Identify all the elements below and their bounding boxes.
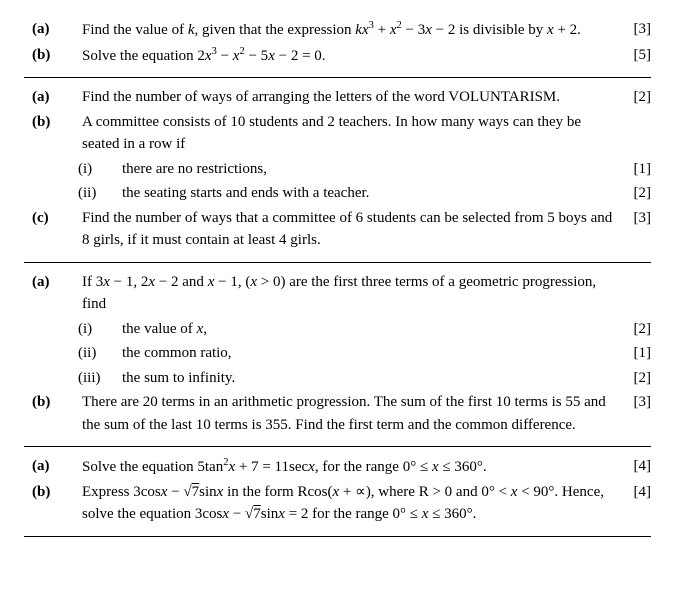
q3-part-a: (a) If 3x − 1, 2x − 2 and x − 1, (x > 0)… <box>24 271 651 316</box>
q3-a-sub-iii: (iii) the sum to infinity. [2] <box>74 367 651 390</box>
sub-text: the seating starts and ends with a teach… <box>122 182 617 205</box>
q2-b-sub-ii: (ii) the seating starts and ends with a … <box>74 182 651 205</box>
part-marks: [3] <box>617 207 651 230</box>
sub-label: (i) <box>74 158 122 181</box>
part-text: Solve the equation 2x3 − x2 − 5x − 2 = 0… <box>82 44 617 68</box>
question-1: (a) Find the value of k, given that the … <box>24 18 651 78</box>
question-4: (a) Solve the equation 5tan2x + 7 = 11se… <box>24 455 651 537</box>
part-label: (c) <box>24 207 82 230</box>
q2-part-c: (c) Find the number of ways that a commi… <box>24 207 651 252</box>
part-text: Express 3cosx − √7sinx in the form Rcos(… <box>82 481 617 526</box>
part-label: (a) <box>24 455 82 478</box>
part-label: (b) <box>24 391 82 414</box>
sub-text: the common ratio, <box>122 342 617 365</box>
q4-part-b: (b) Express 3cosx − √7sinx in the form R… <box>24 481 651 526</box>
sub-text: the value of x, <box>122 318 617 341</box>
sub-marks: [2] <box>617 367 651 390</box>
part-label: (a) <box>24 271 82 294</box>
q4-part-a: (a) Solve the equation 5tan2x + 7 = 11se… <box>24 455 651 479</box>
q3-part-b: (b) There are 20 terms in an arithmetic … <box>24 391 651 436</box>
part-marks: [2] <box>617 86 651 109</box>
sub-marks: [2] <box>617 318 651 341</box>
part-marks: [4] <box>617 481 651 504</box>
part-marks: [5] <box>617 44 651 67</box>
question-2: (a) Find the number of ways of arranging… <box>24 86 651 263</box>
part-label: (b) <box>24 44 82 67</box>
part-text: There are 20 terms in an arithmetic prog… <box>82 391 617 436</box>
part-label: (b) <box>24 481 82 504</box>
sub-marks: [1] <box>617 158 651 181</box>
sub-label: (ii) <box>74 342 122 365</box>
sub-text: there are no restrictions, <box>122 158 617 181</box>
sub-marks: [1] <box>617 342 651 365</box>
part-text: Solve the equation 5tan2x + 7 = 11secx, … <box>82 455 617 479</box>
sub-label: (iii) <box>74 367 122 390</box>
part-marks: [3] <box>617 391 651 414</box>
part-label: (b) <box>24 111 82 134</box>
q3-a-sub-i: (i) the value of x, [2] <box>74 318 651 341</box>
q1-part-b: (b) Solve the equation 2x3 − x2 − 5x − 2… <box>24 44 651 68</box>
q3-a-sub-ii: (ii) the common ratio, [1] <box>74 342 651 365</box>
sub-text: the sum to infinity. <box>122 367 617 390</box>
part-text: If 3x − 1, 2x − 2 and x − 1, (x > 0) are… <box>82 271 617 316</box>
part-text: Find the number of ways of arranging the… <box>82 86 617 109</box>
sub-label: (ii) <box>74 182 122 205</box>
q2-part-a: (a) Find the number of ways of arranging… <box>24 86 651 109</box>
part-text: Find the number of ways that a committee… <box>82 207 617 252</box>
part-label: (a) <box>24 18 82 41</box>
part-label: (a) <box>24 86 82 109</box>
q1-part-a: (a) Find the value of k, given that the … <box>24 18 651 42</box>
q2-b-sub-i: (i) there are no restrictions, [1] <box>74 158 651 181</box>
sub-marks: [2] <box>617 182 651 205</box>
part-text: Find the value of k, given that the expr… <box>82 18 617 42</box>
question-3: (a) If 3x − 1, 2x − 2 and x − 1, (x > 0)… <box>24 271 651 448</box>
q2-part-b: (b) A committee consists of 10 students … <box>24 111 651 156</box>
sub-label: (i) <box>74 318 122 341</box>
part-marks: [3] <box>617 18 651 41</box>
part-text: A committee consists of 10 students and … <box>82 111 617 156</box>
part-marks: [4] <box>617 455 651 478</box>
